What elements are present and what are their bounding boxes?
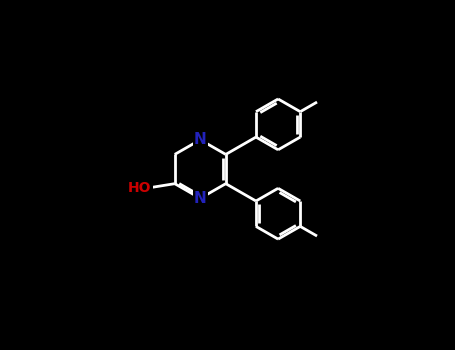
Text: N: N xyxy=(194,132,207,147)
Text: N: N xyxy=(194,191,207,206)
Text: HO: HO xyxy=(128,181,152,195)
